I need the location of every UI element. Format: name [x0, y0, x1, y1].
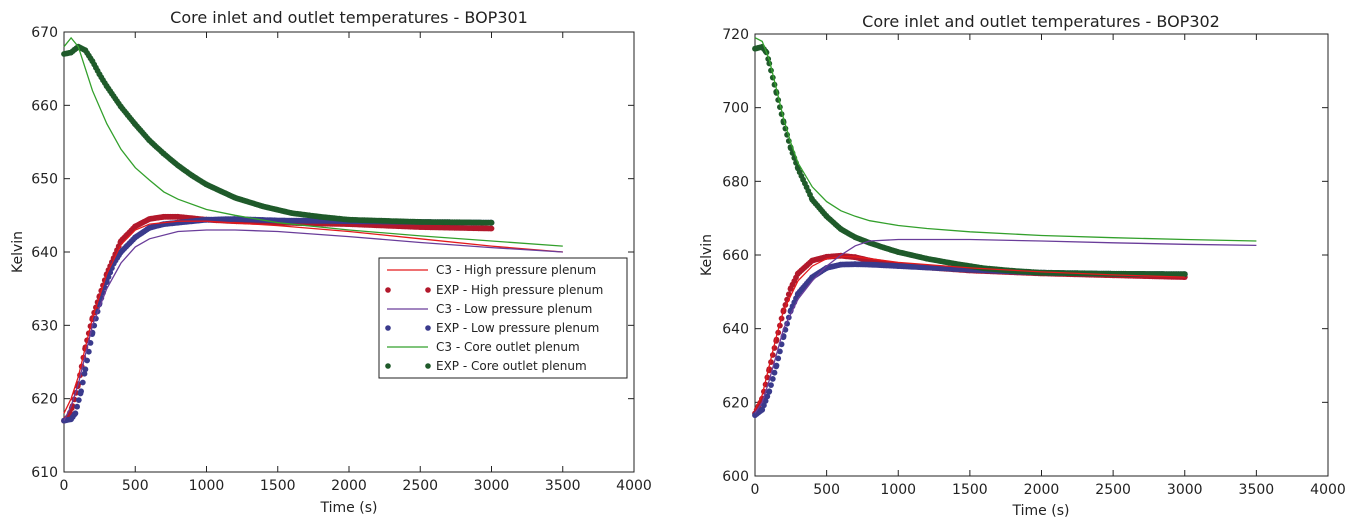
axis-ticks: 0 500 1000 1500 2000 2500 3000 3500 4000 600 620 64…	[722, 27, 1346, 498]
chart-title: Core inlet and outlet temperatures - BOP…	[862, 12, 1220, 31]
legend-marker-exp-high-b	[425, 287, 431, 293]
x-tick-label: 3000	[474, 478, 510, 494]
data-point	[74, 403, 80, 410]
data-point	[488, 225, 495, 232]
legend: C3 - High pressure plenum EXP - High pre…	[378, 257, 628, 379]
x-tick-label: 2500	[402, 478, 438, 494]
chart-title: Core inlet and outlet temperatures - BOP…	[170, 8, 528, 27]
legend-label-exp-low: EXP - Low pressure plenum	[436, 321, 599, 335]
legend-label-c3-core: C3 - Core outlet plenum	[436, 340, 580, 354]
series-line-c3-core-outlet-plenum	[754, 37, 1257, 242]
y-tick-label: 700	[722, 101, 749, 117]
x-tick-label: 1000	[880, 482, 916, 498]
data-point	[81, 370, 88, 377]
x-tick-label: 1000	[189, 478, 225, 494]
data-point	[488, 219, 495, 226]
data-point	[84, 357, 90, 364]
x-tick-label: 1500	[260, 478, 296, 494]
series-layer	[752, 37, 1257, 419]
y-tick-label: 600	[722, 469, 749, 485]
y-axis-label: Kelvin	[699, 234, 715, 276]
axis-ticks: 0 500 1000 1500 2000 2500 3000 3500 4000 610 620 63…	[31, 25, 652, 494]
x-tick-label: 0	[751, 482, 760, 498]
series-line-c3-high-pressure-plenum	[63, 220, 563, 414]
legend-label-exp-high: EXP - High pressure plenum	[436, 283, 603, 297]
y-tick-label: 720	[722, 27, 749, 43]
y-tick-label: 620	[722, 395, 749, 411]
y-tick-label: 610	[31, 465, 58, 481]
plot-frame	[63, 31, 635, 473]
y-tick-label: 640	[31, 245, 58, 261]
x-axis-label: Time (s)	[320, 500, 378, 516]
x-tick-label: 500	[122, 478, 149, 494]
data-point	[82, 366, 89, 373]
data-point	[79, 379, 86, 386]
x-tick-label: 2000	[331, 478, 367, 494]
data-point	[75, 397, 82, 403]
y-tick-label: 670	[31, 25, 58, 41]
data-point	[1181, 271, 1188, 278]
legend-box	[378, 257, 628, 379]
series-line-c3-low-pressure-plenum	[754, 238, 1257, 414]
y-tick-label: 660	[722, 248, 749, 264]
legend-marker-exp-core-a	[385, 363, 391, 369]
x-tick-label: 500	[813, 482, 840, 498]
data-point	[761, 402, 767, 409]
data-point	[78, 388, 84, 395]
legend-label-c3-high: C3 - High pressure plenum	[436, 263, 596, 277]
x-tick-label: 4000	[1310, 482, 1346, 498]
y-tick-label: 620	[31, 392, 58, 408]
series-layer	[61, 36, 563, 424]
data-point	[759, 406, 766, 413]
x-tick-label: 3000	[1167, 482, 1203, 498]
data-point	[105, 274, 112, 280]
x-tick-label: 2000	[1024, 482, 1060, 498]
legend-label-c3-low: C3 - Low pressure plenum	[436, 302, 592, 316]
y-axis-label: Kelvin	[10, 231, 26, 273]
data-point	[769, 376, 776, 382]
legend-label-exp-core: EXP - Core outlet plenum	[436, 359, 587, 373]
data-point	[72, 410, 79, 417]
y-tick-label: 640	[722, 322, 749, 338]
legend-marker-exp-low-a	[385, 325, 391, 331]
x-tick-label: 3500	[545, 478, 581, 494]
y-tick-label: 680	[722, 174, 749, 190]
data-point	[766, 388, 773, 395]
data-point	[775, 355, 782, 362]
chart-bop302: Core inlet and outlet temperatures - BOP…	[699, 12, 1346, 517]
x-axis-label: Time (s)	[1012, 503, 1070, 517]
data-point	[768, 382, 774, 388]
x-tick-label: 4000	[616, 478, 652, 494]
chart-bop301: Core inlet and outlet temperatures - BOP…	[10, 8, 652, 516]
series-line-c3-core-outlet-plenum	[63, 36, 563, 247]
data-point	[777, 348, 783, 355]
data-point	[764, 393, 771, 400]
legend-marker-exp-low-b	[425, 325, 431, 331]
y-tick-label: 660	[31, 98, 58, 114]
y-tick-label: 630	[31, 318, 58, 334]
data-point	[762, 398, 769, 404]
series-line-c3-low-pressure-plenum	[63, 229, 563, 421]
x-tick-label: 0	[60, 478, 69, 494]
data-point	[773, 362, 780, 369]
legend-marker-exp-core-b	[425, 363, 431, 369]
x-tick-label: 3500	[1239, 482, 1275, 498]
data-point	[771, 369, 778, 376]
x-tick-label: 2500	[1095, 482, 1131, 498]
legend-marker-exp-high-a	[385, 287, 391, 293]
series-line-c3-high-pressure-plenum	[754, 255, 1185, 410]
y-tick-label: 650	[31, 172, 58, 188]
x-tick-label: 1500	[952, 482, 988, 498]
series-points-exp-core-outlet-plenum	[61, 43, 495, 226]
data-point	[85, 348, 92, 355]
